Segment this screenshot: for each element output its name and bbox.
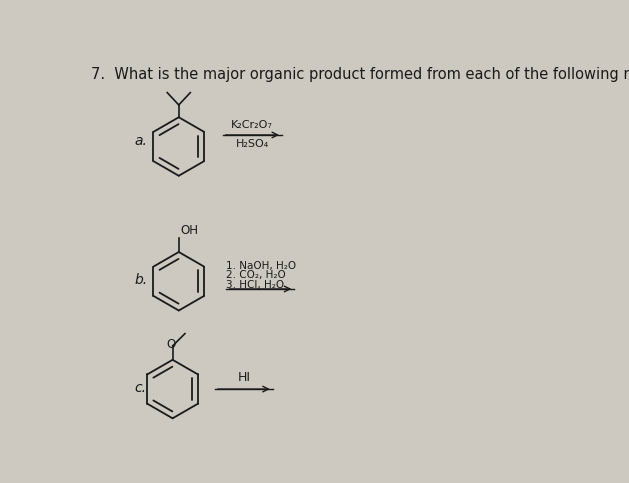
Text: H₂SO₄: H₂SO₄ — [236, 139, 269, 149]
Text: O: O — [167, 338, 175, 351]
Text: c.: c. — [134, 381, 146, 395]
Text: 1. NaOH, H₂O: 1. NaOH, H₂O — [226, 261, 297, 271]
Text: 2. CO₂, H₂O: 2. CO₂, H₂O — [226, 270, 286, 281]
Text: OH: OH — [181, 224, 198, 237]
Text: b.: b. — [134, 273, 147, 287]
Text: a.: a. — [134, 134, 147, 148]
Text: 7.  What is the major organic product formed from each of the following reaction: 7. What is the major organic product for… — [91, 67, 629, 82]
Text: 3. HCl, H₂O: 3. HCl, H₂O — [226, 280, 284, 290]
Text: HI: HI — [237, 370, 250, 384]
Text: K₂Cr₂O₇: K₂Cr₂O₇ — [231, 120, 273, 130]
